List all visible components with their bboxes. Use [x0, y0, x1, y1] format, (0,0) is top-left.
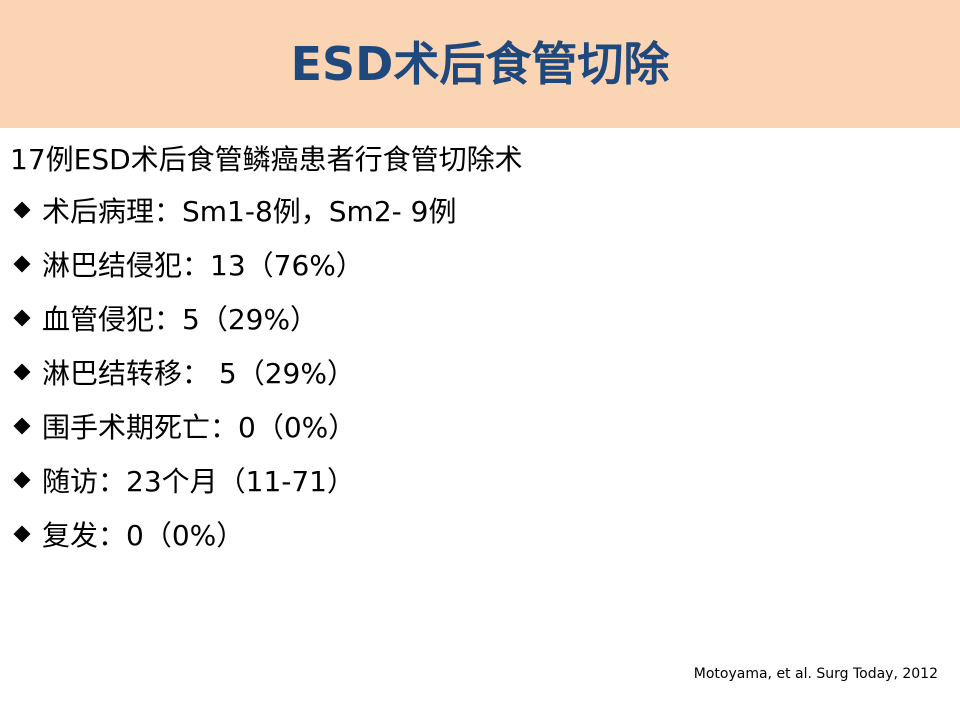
bullet-text: 围手术期死亡：0（0%）: [42, 411, 357, 444]
bullet-item: 淋巴结转移： 5（29%）: [12, 352, 355, 392]
bullet-item: 血管侵犯：5（29%）: [12, 298, 318, 338]
bullet-item: 随访：23个月（11-71）: [12, 460, 355, 500]
bullet-text: 淋巴结侵犯：13（76%）: [42, 249, 364, 282]
bullet-text: 血管侵犯：5（29%）: [42, 303, 319, 336]
bullet-item: 淋巴结侵犯：13（76%）: [12, 244, 364, 284]
bullet-icon: [13, 309, 31, 327]
citation: Motoyama, et al. Surg Today, 2012: [693, 666, 938, 682]
bullet-icon: [13, 417, 31, 435]
title: ESD术后食管切除: [290, 37, 670, 91]
header-band: [0, 0, 960, 128]
bullet-item: 围手术期死亡：0（0%）: [12, 406, 356, 446]
bullet-text: 随访：23个月（11-71）: [42, 465, 355, 498]
bullet-icon: [13, 255, 31, 273]
bullet-text: 复发：0（0%）: [42, 519, 245, 552]
bullet-item: 复发：0（0%）: [12, 514, 244, 554]
bullet-icon: [13, 363, 31, 381]
bullet-text: 淋巴结转移： 5（29%）: [42, 357, 355, 390]
bullet-text: 术后病理：Sm1-8例，Sm2- 9例: [42, 195, 457, 228]
bullet-item: 术后病理：Sm1-8例，Sm2- 9例: [12, 190, 456, 230]
bullet-icon: [13, 525, 31, 543]
bullet-icon: [13, 471, 31, 489]
intro-text: 17例ESD术后食管鳞癌患者行食管切除术: [10, 143, 523, 176]
bullet-icon: [13, 201, 31, 219]
